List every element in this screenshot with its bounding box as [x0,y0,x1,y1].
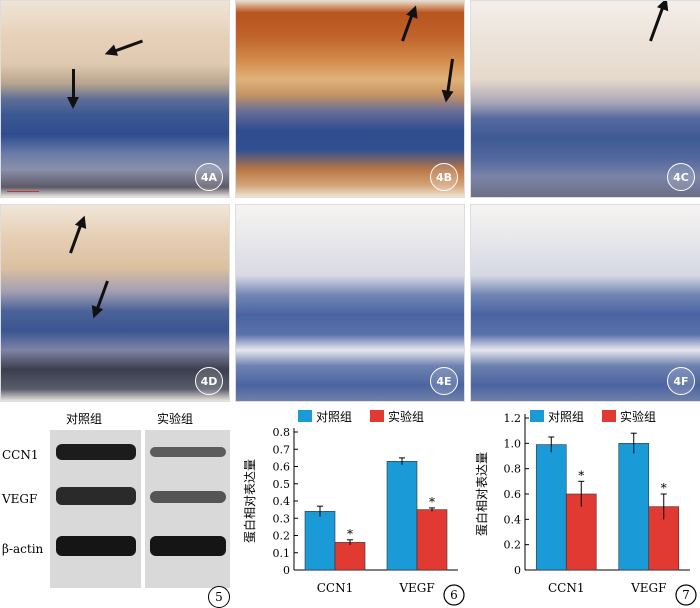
arrow-marker [401,14,414,42]
band-ccn1-control [56,444,136,460]
y-tick-label: 0.4 [273,495,291,508]
wb-header-experiment: 实验组 [157,412,194,426]
y-tick-label: 0.6 [504,488,522,501]
wb-row-label: VEGF [2,492,38,506]
panel-tag: 4B [430,163,458,191]
panel-4f: 4F [470,204,700,402]
figure-number-circle [675,584,697,606]
bar [334,542,366,571]
bar [386,461,418,571]
lane-divider [141,430,145,588]
y-axis-label: 蛋白相对表达量 [474,452,489,536]
bar-chart-7: 对照组 实验组 0 0.2 0.4 0.6 0.8 1.0 1.2 蛋白相对表达量 * CCN1 * VE… [474,409,697,606]
legend-label: 对照组 [548,410,584,424]
legend-swatch [602,410,616,422]
y-tick-label: 0.4 [504,513,522,526]
y-tick-label: 0 [514,564,521,577]
x-tick-label: CCN1 [317,581,354,595]
panel-4c: 4C [470,0,700,198]
wb-row-label: CCN1 [2,448,39,462]
x-tick-label: VEGF [630,581,666,595]
significance-marker: * [661,481,667,495]
arrow-marker [95,280,109,310]
legend-label: 实验组 [620,409,656,424]
arrow-marker [69,224,83,254]
legend-label: 对照组 [316,410,352,424]
panel-tag: 4F [667,367,695,395]
figure-number: 7 [682,588,690,602]
bar [304,511,336,571]
x-tick-label: VEGF [398,581,434,595]
arrow-marker [446,58,454,93]
y-axis-label: 蛋白相对表达量 [242,459,257,543]
figure-number: 6 [450,588,458,602]
arrow-marker [67,69,79,109]
panel-tag: 4E [430,367,458,395]
band-vegf-experiment [150,491,226,503]
western-blot: 对照组 实验组 CCN1 VEGF β-actin 5 [0,404,235,608]
y-tick-label: 0.8 [273,426,291,439]
panel-4e: 4E [235,204,465,402]
y-tick-label: 0.1 [273,547,291,560]
band-actin-control [56,536,136,556]
y-tick-label: 0.3 [273,512,291,525]
bar [416,509,448,571]
wb-row-label: β-actin [2,542,44,556]
y-tick-label: 0.2 [273,530,291,543]
y-tick-label: 0.7 [273,443,291,456]
band-vegf-control [56,487,136,505]
y-tick-label: 0.5 [273,478,291,491]
y-tick-label: 1.0 [504,437,522,450]
panel-4d: 4D [0,204,230,402]
y-tick-label: 0 [283,564,290,577]
legend-swatch [370,410,384,422]
significance-marker: * [347,527,353,541]
band-ccn1-experiment [150,447,226,457]
arrow-marker [113,39,144,53]
arrow-marker [649,6,665,42]
y-tick-label: 1.2 [504,412,522,425]
x-tick-label: CCN1 [548,581,585,595]
panel-4b: 4B [235,0,465,198]
y-tick-label: 0.8 [504,463,522,476]
y-tick-label: 0.6 [273,461,291,474]
band-actin-experiment [150,536,226,556]
panel-4a: 4A [0,0,230,198]
bar [618,443,650,571]
bar-chart-6: 对照组 实验组 0 0.1 0.2 0.3 0.4 0.5 0.6 0.7 0.8 蛋白相对表达量 * C… [242,409,465,606]
legend-swatch [530,410,544,422]
scale-bar [7,187,39,192]
figure-number-circle [443,584,465,606]
panel-tag: 4D [195,367,223,395]
significance-marker: * [429,495,435,509]
figure-number-5: 5 [208,586,230,608]
significance-marker: * [578,468,584,482]
panel-tag: 4C [667,163,695,191]
legend-label: 实验组 [388,409,424,424]
y-tick-label: 0.2 [504,539,522,552]
bar [535,444,567,571]
wb-header-control: 对照组 [66,412,103,426]
panel-tag: 4A [195,163,223,191]
legend-swatch [298,410,312,422]
